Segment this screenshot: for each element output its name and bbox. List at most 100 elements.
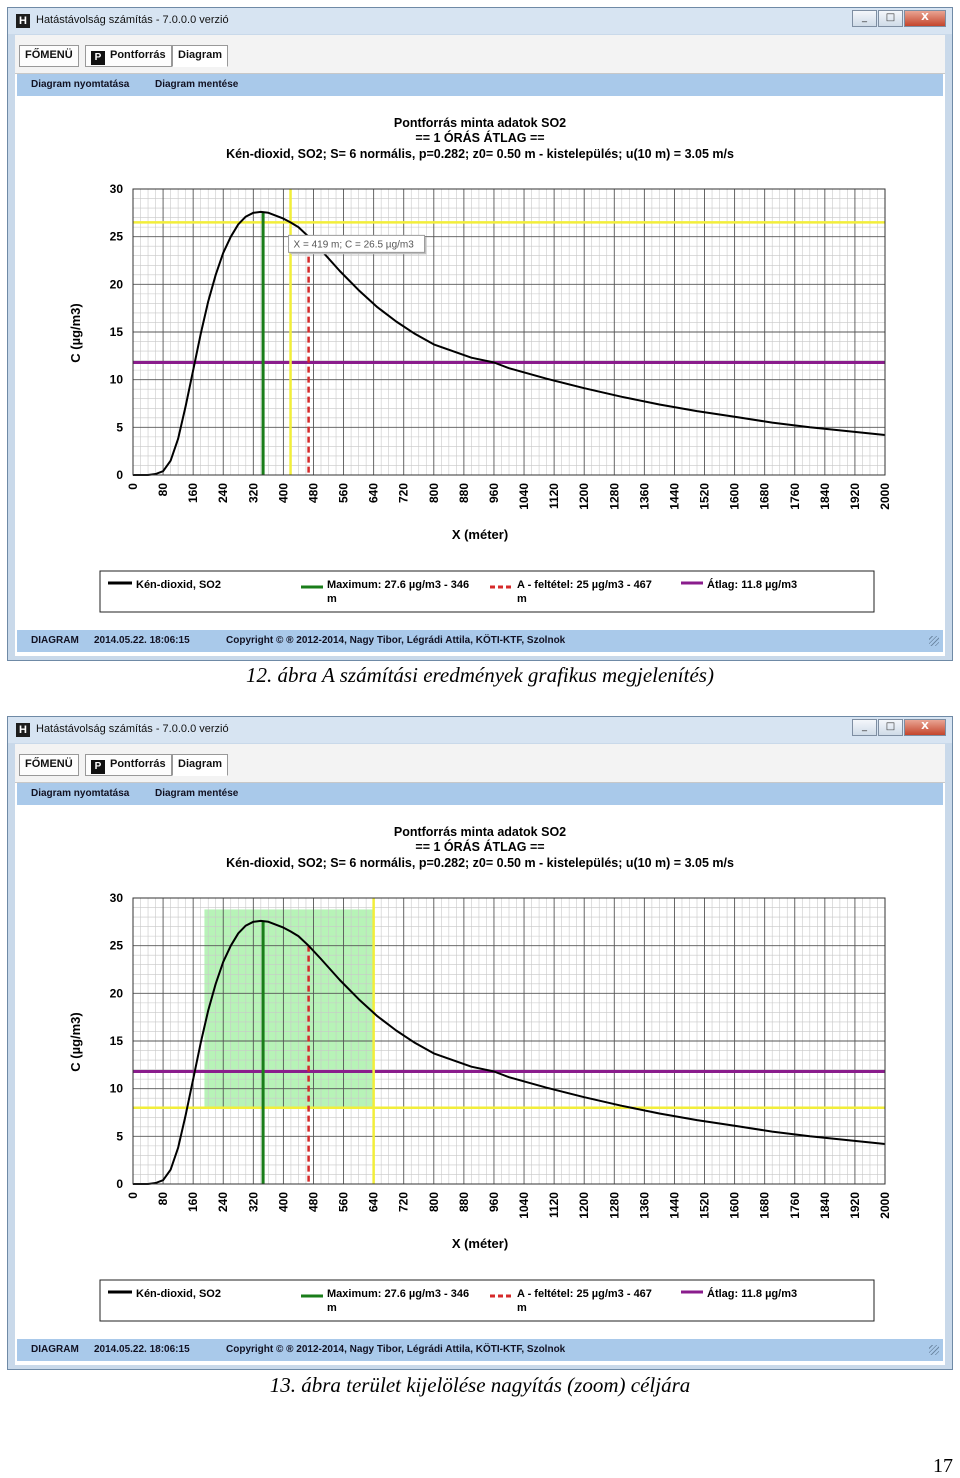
y-tick-label: 25 <box>110 230 124 244</box>
x-tick-label: 0 <box>126 1192 140 1199</box>
x-tick-label: 400 <box>276 483 290 503</box>
legend-line: m <box>327 1302 337 1314</box>
figure-caption-13: 13. ábra terület kijelölése nagyítás (zo… <box>269 1373 691 1397</box>
tab-pontforras[interactable]: P Pontforrás <box>85 754 172 776</box>
pontforras-icon: P <box>91 51 105 65</box>
legend-line: Maximum: 27.6 µg/m3 - 346 <box>327 1288 469 1300</box>
legend-line: m <box>517 593 527 605</box>
save-diagram-button[interactable]: Diagram mentése <box>155 788 239 799</box>
y-tick-label: 20 <box>110 986 124 1000</box>
x-tick-label: 1920 <box>848 1192 862 1219</box>
minimize-button[interactable]: _ <box>852 10 877 27</box>
chart-legend: Kén-dioxid, SO2 Maximum: 27.6 µg/m3 - 34… <box>99 570 875 613</box>
resize-grip-icon[interactable] <box>929 1345 939 1355</box>
x-tick-label: 1040 <box>517 1192 531 1219</box>
plot-frame <box>132 897 886 1185</box>
x-tick-label: 1360 <box>637 483 651 510</box>
tab-label: Pontforrás <box>110 758 166 770</box>
tab-diagram[interactable]: Diagram <box>172 754 229 776</box>
concentration-chart[interactable]: Pontforrás minta adatok SO2 == 1 ÓRÁS ÁT… <box>15 808 945 1338</box>
status-datetime: 2014.05.22. 18:06:15 <box>94 635 190 646</box>
so2-concentration-curve <box>133 919 886 1185</box>
chart-subtitle-params: Kén-dioxid, SO2; S= 6 normális, p=0.282;… <box>226 147 734 161</box>
x-tick-label: 1280 <box>607 483 621 510</box>
figure-caption-12: 12. ábra A számítási eredmények grafikus… <box>246 663 714 687</box>
maximize-button[interactable]: □ <box>878 719 903 736</box>
window-title: Hatástávolság számítás - 7.0.0.0 verzió <box>36 14 229 26</box>
status-mode: DIAGRAM <box>31 635 79 646</box>
cursor-tooltip <box>288 234 426 253</box>
chart-subtitle: == 1 ÓRÁS ÁTLAG == <box>415 839 544 854</box>
x-tick-label: 160 <box>186 1192 200 1212</box>
legend-line: m <box>517 1302 527 1314</box>
legend-item-maximum: Maximum: 27.6 µg/m3 - 346 m <box>327 1288 469 1314</box>
x-tick-label: 640 <box>367 483 381 503</box>
x-tick-label: 480 <box>306 1192 320 1212</box>
x-tick-label: 1200 <box>577 1192 591 1219</box>
x-tick-label: 1440 <box>667 483 681 510</box>
legend-item-maximum: Maximum: 27.6 µg/m3 - 346 m <box>327 579 469 605</box>
x-tick-label: 160 <box>186 483 200 503</box>
print-diagram-button[interactable]: Diagram nyomtatása <box>31 788 130 799</box>
tab-pontforras[interactable]: P Pontforrás <box>85 45 172 67</box>
legend-item-condition: A - feltétel: 25 µg/m3 - 467 m <box>517 1288 652 1314</box>
print-diagram-button[interactable]: Diagram nyomtatása <box>31 79 130 90</box>
title-bar[interactable]: H Hatástávolság számítás - 7.0.0.0 verzi… <box>8 717 952 743</box>
legend-line: A - feltétel: 25 µg/m3 - 467 <box>517 1288 652 1300</box>
legend-item-so2: Kén-dioxid, SO2 <box>136 1288 221 1300</box>
close-button[interactable]: X <box>904 10 946 27</box>
legend-box <box>99 570 875 613</box>
x-tick-label: 2000 <box>878 483 892 510</box>
minimize-button[interactable]: _ <box>852 719 877 736</box>
x-tick-label: 960 <box>487 1192 501 1212</box>
legend-line: Maximum: 27.6 µg/m3 - 346 <box>327 579 469 591</box>
tab-label: FŐMENÜ <box>25 758 73 770</box>
x-tick-label: 240 <box>216 483 230 503</box>
toolbar: Diagram nyomtatása Diagram mentése <box>17 783 943 805</box>
x-tick-label: 960 <box>487 483 501 503</box>
menu-bar: FŐMENÜ P Pontforrás Diagram <box>15 744 945 783</box>
concentration-chart[interactable]: Pontforrás minta adatok SO2 == 1 ÓRÁS ÁT… <box>15 99 945 629</box>
app-window: H Hatástávolság számítás - 7.0.0.0 verzi… <box>7 716 953 1370</box>
tab-label: FŐMENÜ <box>25 49 73 61</box>
chart-legend: Kén-dioxid, SO2 Maximum: 27.6 µg/m3 - 34… <box>99 1279 875 1322</box>
app-logo-icon: H <box>16 14 30 28</box>
client-area: FŐMENÜ P Pontforrás Diagram Diagram nyomt… <box>15 35 945 656</box>
chart-subtitle: == 1 ÓRÁS ÁTLAG == <box>415 130 544 145</box>
title-bar[interactable]: H Hatástávolság számítás - 7.0.0.0 verzi… <box>8 8 952 34</box>
tab-fomenu[interactable]: FŐMENÜ <box>19 45 79 67</box>
x-tick-label: 1920 <box>848 483 862 510</box>
toolbar: Diagram nyomtatása Diagram mentése <box>17 74 943 96</box>
x-tick-label: 560 <box>337 483 351 503</box>
x-tick-label: 720 <box>397 483 411 503</box>
y-axis-label: C (µg/m3) <box>68 1012 83 1072</box>
chart-title: Pontforrás minta adatok SO2 <box>394 116 566 130</box>
tab-diagram[interactable]: Diagram <box>172 45 229 67</box>
window-title: Hatástávolság számítás - 7.0.0.0 verzió <box>36 723 229 735</box>
client-area: FŐMENÜ P Pontforrás Diagram Diagram nyomt… <box>15 744 945 1365</box>
resize-grip-icon[interactable] <box>929 636 939 646</box>
save-diagram-button[interactable]: Diagram mentése <box>155 79 239 90</box>
legend-box <box>99 1279 875 1322</box>
close-button[interactable]: X <box>904 719 946 736</box>
tab-fomenu[interactable]: FŐMENÜ <box>19 754 79 776</box>
maximize-button[interactable]: □ <box>878 10 903 27</box>
x-tick-label: 1040 <box>517 483 531 510</box>
x-tick-label: 800 <box>427 483 441 503</box>
tab-label: Diagram <box>178 758 223 770</box>
so2-concentration-curve <box>133 210 886 476</box>
chart-title: Pontforrás minta adatok SO2 <box>394 825 566 839</box>
y-tick-label: 10 <box>110 373 124 387</box>
legend-item-condition: A - feltétel: 25 µg/m3 - 467 m <box>517 579 652 605</box>
x-tick-label: 80 <box>156 483 170 497</box>
x-tick-label: 1840 <box>818 1192 832 1219</box>
x-tick-label: 800 <box>427 1192 441 1212</box>
x-tick-label: 1120 <box>547 483 561 509</box>
legend-line: m <box>327 593 337 605</box>
status-copyright: Copyright © ® 2012-2014, Nagy Tibor, Lég… <box>226 635 566 646</box>
x-tick-label: 1600 <box>728 1192 742 1219</box>
y-tick-label: 5 <box>116 1129 123 1143</box>
plot-frame <box>132 188 886 476</box>
y-tick-label: 15 <box>110 325 124 339</box>
y-tick-label: 15 <box>110 1034 124 1048</box>
